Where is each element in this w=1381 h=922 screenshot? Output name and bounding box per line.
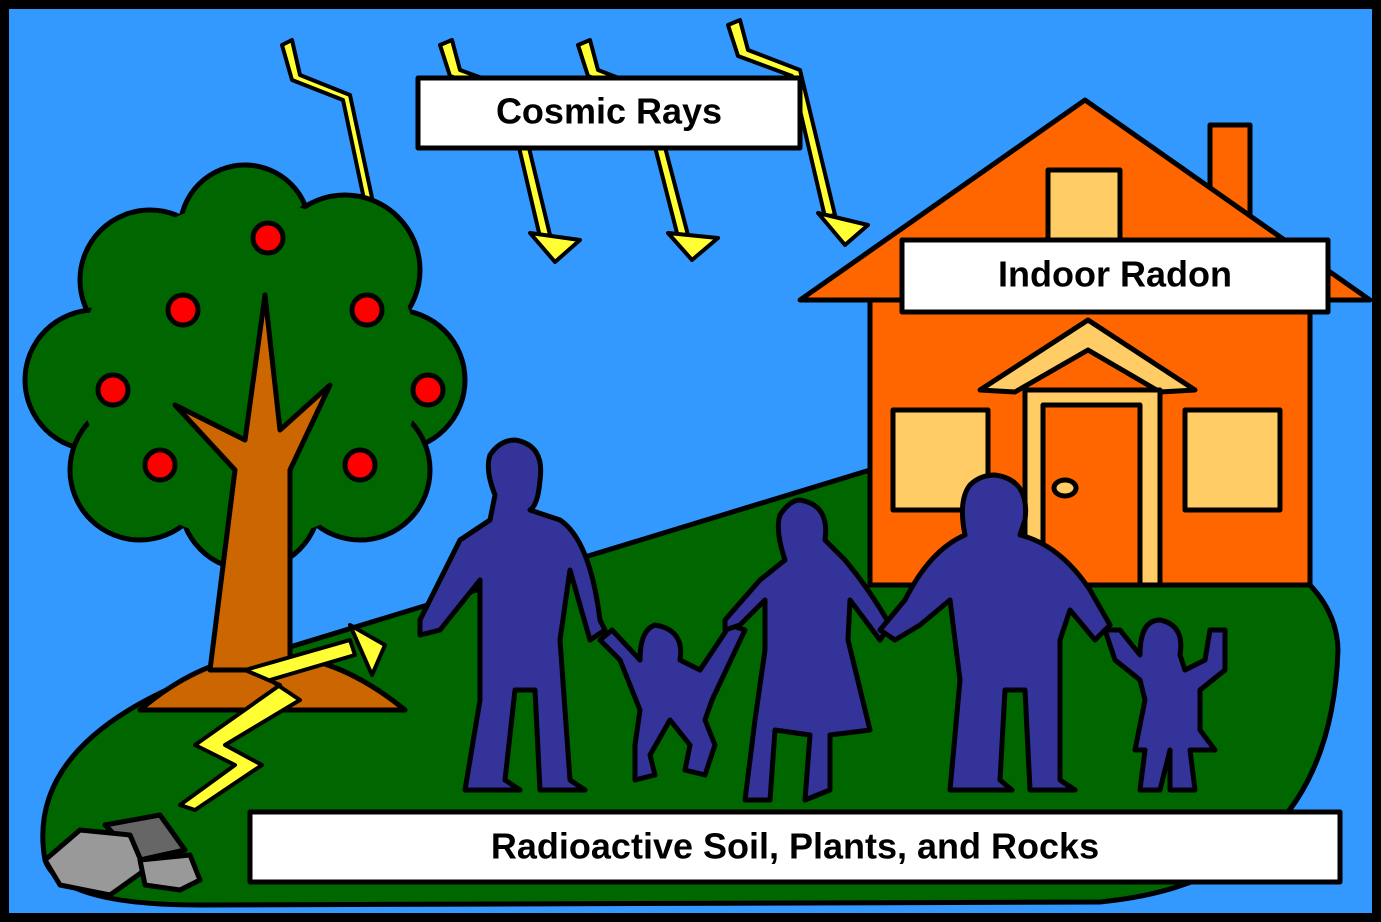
soil-bolt xyxy=(178,623,387,812)
label-text: Indoor Radon xyxy=(998,254,1232,295)
label-text: Cosmic Rays xyxy=(496,91,722,132)
radon-label: Indoor Radon xyxy=(899,237,1331,315)
soil-label: Radioactive Soil, Plants, and Rocks xyxy=(247,809,1343,885)
label-text: Radioactive Soil, Plants, and Rocks xyxy=(491,826,1099,867)
rocks xyxy=(42,812,203,898)
family xyxy=(417,437,1228,803)
cosmic-label: Cosmic Rays xyxy=(415,75,803,151)
